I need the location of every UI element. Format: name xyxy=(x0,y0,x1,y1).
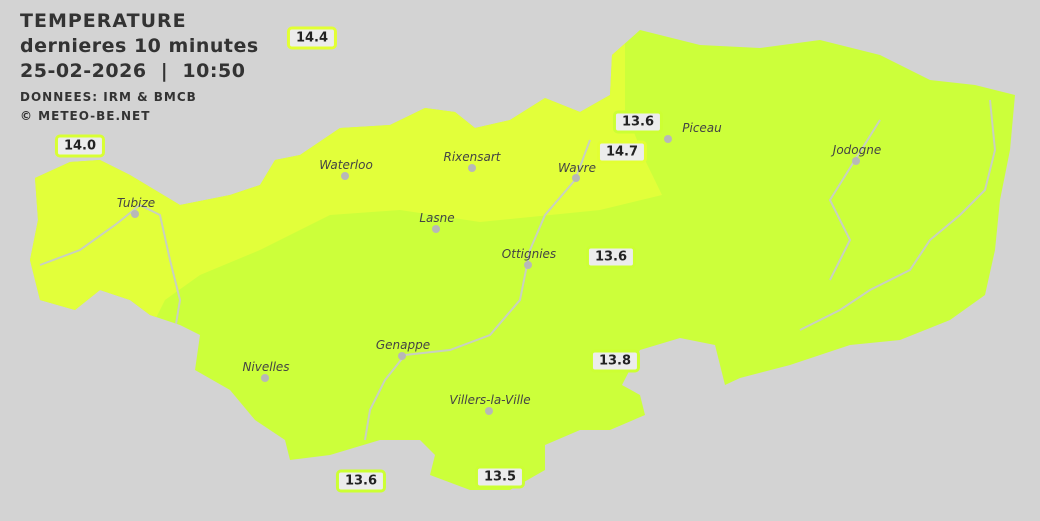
city-label-lasne: Lasne xyxy=(419,211,455,225)
city-label-nivelles: Nivelles xyxy=(242,360,290,374)
data-source: DONNEES: IRM & BMCB xyxy=(20,90,197,104)
river-dyle xyxy=(364,139,591,441)
map-subtitle: dernieres 10 minutes xyxy=(20,35,259,57)
station-temp[interactable]: 14.4 xyxy=(286,26,338,50)
station-temp[interactable]: 14.7 xyxy=(596,140,648,164)
station-temp[interactable]: 13.6 xyxy=(612,110,664,134)
city-label-wavre: Wavre xyxy=(558,161,596,175)
map-title: TEMPERATURE xyxy=(20,10,187,32)
station-temp[interactable]: 13.8 xyxy=(589,349,641,373)
city-label-rixensart: Rixensart xyxy=(443,150,501,164)
city-label-ottignies: Ottignies xyxy=(501,247,557,261)
city-dot-wavre xyxy=(572,174,580,182)
city-label-jodogne: Jodogne xyxy=(832,143,882,157)
city-label-tubize: Tubize xyxy=(116,196,156,210)
city-dot-nivelles xyxy=(261,374,269,382)
city-dot-piceau xyxy=(664,135,672,143)
city-dot-rixensart xyxy=(468,164,476,172)
city-dot-jodogne xyxy=(852,157,860,165)
city-dot-villers-la-ville xyxy=(485,407,493,415)
river-gette-2 xyxy=(828,119,881,281)
station-temp[interactable]: 14.0 xyxy=(54,134,106,158)
city-dot-genappe xyxy=(398,352,406,360)
city-dot-tubize xyxy=(131,210,139,218)
city-label-waterloo: Waterloo xyxy=(319,158,373,172)
map-header: TEMPERATURE dernieres 10 minutes 25-02-2… xyxy=(20,9,259,126)
city-dot-waterloo xyxy=(341,172,349,180)
city-label-genappe: Genappe xyxy=(375,338,431,352)
city-dot-ottignies xyxy=(524,261,532,269)
river-gette xyxy=(799,99,997,331)
city-dot-lasne xyxy=(432,225,440,233)
copyright: © METEO-BE.NET xyxy=(20,109,151,123)
city-label-piceau: Piceau xyxy=(682,121,722,135)
station-temp[interactable]: 13.5 xyxy=(474,465,526,489)
map-datetime: 25-02-2026 | 10:50 xyxy=(20,60,246,82)
city-label-villers-la-ville: Villers-la-Ville xyxy=(449,393,531,407)
station-temp[interactable]: 13.6 xyxy=(335,469,387,493)
station-temp[interactable]: 13.6 xyxy=(585,245,637,269)
river-senne xyxy=(39,203,182,331)
